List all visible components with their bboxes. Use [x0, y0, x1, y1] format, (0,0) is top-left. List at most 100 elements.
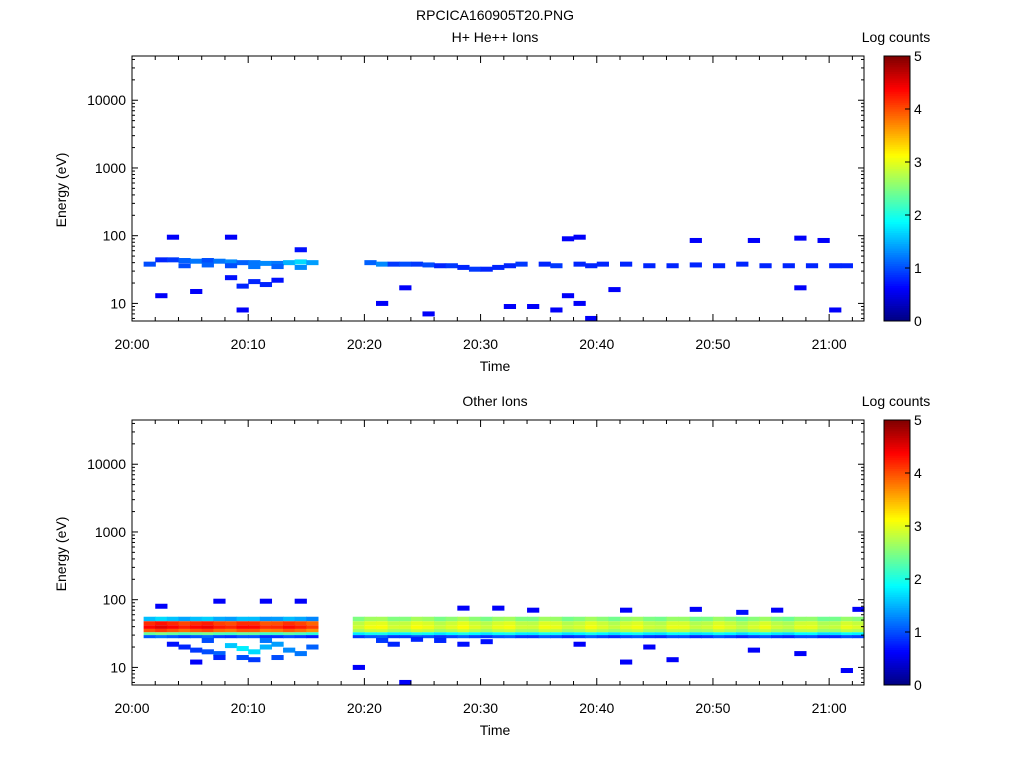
colorbar-segment	[884, 153, 910, 156]
heatmap-cell	[190, 288, 203, 294]
heatmap-band-cell	[840, 625, 853, 629]
colorbar-segment	[884, 543, 910, 547]
heatmap-band-cell	[771, 628, 784, 633]
colorbar-segment	[884, 495, 910, 498]
colorbar-segment	[884, 565, 910, 569]
x-tick-label: 21:00	[812, 336, 847, 352]
heatmap-cell	[573, 641, 586, 647]
heatmap-band-cell	[585, 621, 598, 626]
heatmap-band-cell	[271, 625, 284, 629]
heatmap-band-cell	[596, 625, 609, 629]
colorbar-segment	[884, 157, 910, 161]
colorbar-segment	[884, 470, 910, 474]
colorbar-segment	[884, 212, 910, 216]
heatmap-cell	[178, 644, 191, 650]
heatmap-band-cell	[271, 632, 284, 636]
heatmap-cell	[248, 649, 261, 655]
heatmap-band-cell	[410, 616, 424, 622]
heatmap-band-cell	[515, 616, 528, 622]
colorbar-segment	[884, 574, 910, 578]
colorbar-segment	[884, 159, 910, 163]
heatmap-cell	[259, 644, 273, 650]
heatmap-band-cell	[794, 616, 807, 622]
heatmap-band-cell	[283, 628, 296, 633]
heatmap-cell	[248, 264, 261, 270]
colorbar-segment	[884, 303, 910, 306]
heatmap-band-cell	[596, 616, 609, 622]
colorbar-segment	[884, 228, 910, 231]
colorbar-segment	[884, 473, 910, 476]
heatmap-cell	[480, 639, 493, 645]
heatmap-band-cell	[817, 632, 830, 636]
colorbar-segment	[884, 554, 910, 558]
colorbar: 0 1 2 3 4 5	[883, 48, 922, 329]
heatmap-cell	[794, 651, 807, 657]
colorbar-segment	[884, 106, 910, 110]
heatmap-cell	[503, 263, 517, 269]
heatmap-band-cell	[480, 628, 493, 633]
heatmap-band-cell	[771, 616, 784, 622]
heatmap-cell	[457, 264, 470, 270]
heatmap-cell	[294, 264, 307, 270]
heatmap-band-cell	[712, 621, 726, 626]
colorbar-segment	[884, 287, 910, 291]
heatmap-band-cell	[585, 635, 598, 639]
panel-h-he-ions: H+ He++ Ions Energy (eV) Time Log counts…	[53, 29, 930, 374]
y-tick-label: 1000	[95, 524, 126, 540]
colorbar-segment	[884, 464, 910, 467]
colorbar-segment	[884, 181, 910, 185]
colorbar-segment	[884, 234, 910, 238]
heatmap-band-cell	[190, 621, 203, 626]
colorbar-segment	[884, 492, 910, 496]
colorbar-segment	[884, 497, 910, 500]
heatmap-band-cell	[620, 616, 633, 622]
heatmap-band-cell	[840, 632, 853, 636]
heatmap-cell	[306, 644, 319, 650]
heatmap-band-cell	[352, 628, 365, 633]
heatmap-band-cell	[654, 632, 668, 636]
colorbar-segment	[884, 444, 910, 447]
heatmap-band-cell	[166, 621, 180, 626]
heatmap-band-cell	[585, 632, 598, 636]
colorbar-segment	[884, 643, 910, 646]
heatmap-cell	[259, 637, 273, 643]
heatmap-band-cell	[422, 628, 435, 633]
colorbar-segment	[884, 148, 910, 152]
colorbar-segment	[884, 290, 910, 293]
heatmap-band-cell	[782, 616, 795, 622]
heatmap-band-cell	[794, 635, 807, 639]
colorbar-segment	[884, 484, 910, 487]
heatmap-band-cell	[190, 635, 203, 639]
heatmap-band-cell	[736, 628, 749, 633]
colorbar-segment	[884, 137, 910, 141]
heatmap-band-cell	[817, 628, 830, 633]
heatmap-cell	[201, 637, 214, 643]
heatmap-cell	[376, 300, 389, 306]
heatmap-band-cell	[294, 616, 307, 622]
colorbar-segment	[884, 594, 910, 598]
heatmap-band-cell	[550, 628, 563, 633]
heatmap-band-cell	[759, 632, 772, 636]
heatmap-band-cell	[829, 621, 842, 626]
heatmap-band-cell	[503, 632, 517, 636]
colorbar-segment	[884, 201, 910, 205]
heatmap-cell	[620, 607, 633, 613]
heatmap-band-cell	[224, 635, 238, 639]
heatmap-cell	[213, 598, 226, 604]
heatmap-band-cell	[190, 616, 203, 622]
colorbar-segment	[884, 259, 910, 262]
heatmap-cell	[143, 261, 156, 267]
colorbar-segment	[884, 532, 910, 536]
heatmap-cell	[294, 651, 307, 657]
colorbar-segment	[884, 598, 910, 602]
heatmap-band-cell	[678, 628, 691, 633]
heatmap-band-cell	[620, 625, 633, 629]
colorbar-segment	[884, 431, 910, 434]
y-tick-label: 100	[103, 592, 127, 608]
colorbar-segment	[884, 499, 910, 503]
x-tick-label: 20:20	[347, 336, 382, 352]
colorbar-segment	[884, 195, 910, 198]
heatmap-cell	[224, 259, 238, 265]
heatmap-band-cell	[352, 632, 365, 636]
heatmap-band-cell	[143, 625, 156, 629]
